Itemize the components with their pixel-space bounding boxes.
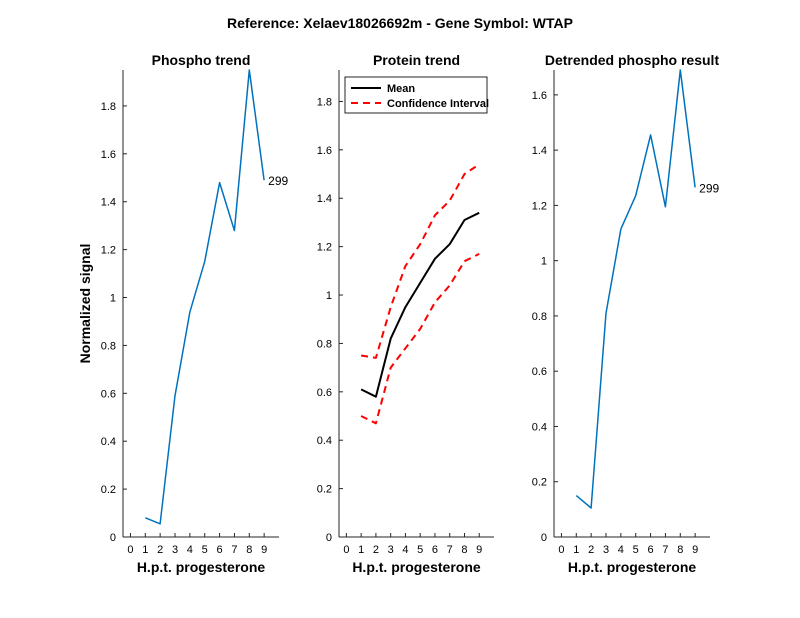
x-tick-label: 1 bbox=[142, 544, 148, 556]
y-tick-label: 0.4 bbox=[317, 435, 332, 447]
y-tick-label: 0 bbox=[110, 532, 116, 544]
x-tick-label: 8 bbox=[677, 544, 683, 556]
x-tick-label: 7 bbox=[231, 544, 237, 556]
x-axis-label: H.p.t. progesterone bbox=[352, 559, 481, 575]
x-tick-label: 3 bbox=[172, 544, 178, 556]
y-tick-label: 0.2 bbox=[101, 484, 116, 496]
series-line-confidence-interval bbox=[360, 163, 480, 359]
x-tick-label: 6 bbox=[648, 544, 654, 556]
y-tick-label: 1.2 bbox=[317, 242, 332, 254]
panel-title: Detrended phospho result bbox=[545, 52, 720, 68]
x-tick-label: 8 bbox=[461, 544, 467, 556]
x-tick-label: 5 bbox=[633, 544, 639, 556]
y-tick-label: 1 bbox=[326, 290, 332, 302]
point-annotation: 299 bbox=[268, 174, 288, 188]
x-tick-label: 5 bbox=[202, 544, 208, 556]
figure-suptitle: Reference: Xelaev18026692m - Gene Symbol… bbox=[227, 15, 573, 31]
y-tick-label: 1.2 bbox=[532, 200, 547, 212]
x-tick-label: 2 bbox=[373, 544, 379, 556]
x-axis-label: H.p.t. progesterone bbox=[137, 559, 266, 575]
x-tick-label: 5 bbox=[417, 544, 423, 556]
x-tick-label: 2 bbox=[588, 544, 594, 556]
series-line-3 bbox=[360, 253, 480, 425]
panel-title: Protein trend bbox=[373, 52, 460, 68]
legend-label: Mean bbox=[387, 83, 415, 95]
y-tick-label: 1.8 bbox=[101, 101, 116, 113]
x-tick-label: 1 bbox=[358, 544, 364, 556]
legend-box bbox=[344, 76, 488, 114]
x-tick-label: 3 bbox=[603, 544, 609, 556]
y-tick-label: 1.6 bbox=[101, 149, 116, 161]
y-tick-label: 0.6 bbox=[317, 387, 332, 399]
y-tick-label: 0.8 bbox=[532, 311, 547, 323]
x-tick-label: 0 bbox=[343, 544, 349, 556]
y-tick-label: 0.2 bbox=[317, 484, 332, 496]
x-tick-label: 9 bbox=[476, 544, 482, 556]
y-tick-label: 1.4 bbox=[317, 193, 332, 205]
x-tick-label: 3 bbox=[388, 544, 394, 556]
panel-title: Phospho trend bbox=[152, 52, 251, 68]
x-tick-label: 4 bbox=[402, 544, 408, 556]
legend: Mean Confidence Interval bbox=[344, 76, 489, 114]
y-tick-label: 1.4 bbox=[532, 145, 547, 157]
y-tick-label: 0.4 bbox=[532, 421, 547, 433]
y-tick-label: 1.2 bbox=[101, 245, 116, 257]
x-tick-label: 4 bbox=[187, 544, 193, 556]
y-tick-label: 1 bbox=[110, 293, 116, 305]
y-tick-label: 0.4 bbox=[101, 436, 116, 448]
x-tick-label: 2 bbox=[157, 544, 163, 556]
chart-panel-1: 00.20.40.60.811.21.41.61.80 1 2 3 4 5 6 7 8 9Phos… bbox=[77, 52, 288, 575]
x-tick-label: 6 bbox=[432, 544, 438, 556]
x-tick-label: 4 bbox=[618, 544, 624, 556]
panels: 00.20.40.60.811.21.41.61.80 1 2 3 4 5 6 7 8 9Phos… bbox=[77, 52, 719, 575]
x-tick-label: 6 bbox=[217, 544, 223, 556]
x-axis-label: H.p.t. progesterone bbox=[568, 559, 697, 575]
y-tick-label: 1.4 bbox=[101, 197, 116, 209]
x-tick-label: 9 bbox=[692, 544, 698, 556]
x-tick-label: 9 bbox=[261, 544, 267, 556]
y-tick-label: 0.8 bbox=[101, 340, 116, 352]
point-annotation: 299 bbox=[699, 181, 719, 195]
y-tick-label: 0.6 bbox=[532, 366, 547, 378]
x-tick-label: 0 bbox=[127, 544, 133, 556]
y-tick-label: 1.6 bbox=[317, 145, 332, 157]
y-axis-label: Normalized signal bbox=[77, 244, 93, 364]
y-tick-label: 0.6 bbox=[101, 388, 116, 400]
series-line-1 bbox=[575, 69, 696, 509]
chart-panel-2: 00.20.40.60.811.21.41.61.80 1 2 3 4 5 6 7 8 9Prot… bbox=[317, 52, 494, 575]
legend-label: Confidence Interval bbox=[387, 98, 489, 110]
chart-panel-3: 00.20.40.60.811.21.41.60 1 2 3 4 5 6 7 8 9Detrend… bbox=[532, 52, 720, 575]
y-tick-label: 0 bbox=[326, 532, 332, 544]
y-tick-label: 0.8 bbox=[317, 338, 332, 350]
y-tick-label: 1.6 bbox=[532, 90, 547, 102]
series-line-mean bbox=[360, 211, 480, 398]
y-tick-label: 1.8 bbox=[317, 96, 332, 108]
x-tick-label: 7 bbox=[662, 544, 668, 556]
y-tick-label: 0 bbox=[541, 532, 547, 544]
y-tick-label: 1 bbox=[541, 256, 547, 268]
y-tick-label: 0.2 bbox=[532, 477, 547, 489]
x-tick-label: 8 bbox=[246, 544, 252, 556]
x-tick-label: 0 bbox=[558, 544, 564, 556]
x-tick-label: 1 bbox=[573, 544, 579, 556]
x-tick-label: 7 bbox=[447, 544, 453, 556]
series-line-1 bbox=[145, 69, 265, 525]
